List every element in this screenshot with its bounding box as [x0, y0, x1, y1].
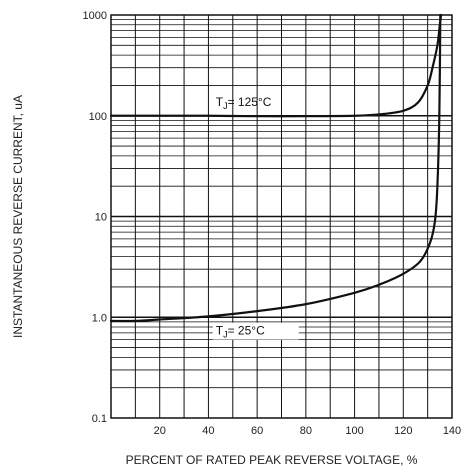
y-tick-label: 0.1	[92, 413, 107, 425]
annotation-text: = 25°C	[228, 324, 265, 338]
x-tick-label: 100	[345, 425, 363, 437]
annotation-prefix: T	[216, 324, 224, 338]
y-tick-label: 10	[95, 212, 107, 224]
y-tick-label: 100	[89, 111, 107, 123]
annotation-text: = 125°C	[228, 95, 272, 109]
annotation-subscript: J	[223, 101, 228, 111]
y-tick-labels: 0.1 1.0 10 100 1000	[83, 10, 107, 425]
grid	[111, 15, 452, 418]
x-tick-labels: 20 40 60 80 100 120 140	[154, 425, 462, 437]
x-tick-label: 20	[154, 425, 166, 437]
y-tick-label: 1000	[83, 10, 107, 22]
annotation-background	[212, 322, 299, 340]
series-line-tj-125c	[109, 13, 443, 118]
y-tick-label: 1.0	[92, 312, 107, 324]
x-tick-label: 80	[300, 425, 312, 437]
x-axis-label: PERCENT OF RATED PEAK REVERSE VOLTAGE, %	[126, 453, 418, 467]
annotation-subscript: J	[223, 330, 228, 340]
x-tick-label: 140	[443, 425, 461, 437]
annotation-tj-25c: TJ= 25°C	[216, 324, 265, 340]
x-tick-label: 60	[251, 425, 263, 437]
annotations: TJ= 125°CTJ= 25°C	[212, 95, 299, 340]
plot-frame	[110, 14, 453, 419]
x-tick-label: 40	[202, 425, 214, 437]
annotation-prefix: T	[216, 95, 224, 109]
series-line-tj-25c	[109, 13, 442, 323]
y-axis-label: INSTANTANEOUS REVERSE CURRENT, uA	[11, 95, 25, 338]
x-tick-label: 120	[394, 425, 412, 437]
series-lines	[109, 13, 443, 323]
annotation-tj-125c: TJ= 125°C	[216, 95, 272, 111]
